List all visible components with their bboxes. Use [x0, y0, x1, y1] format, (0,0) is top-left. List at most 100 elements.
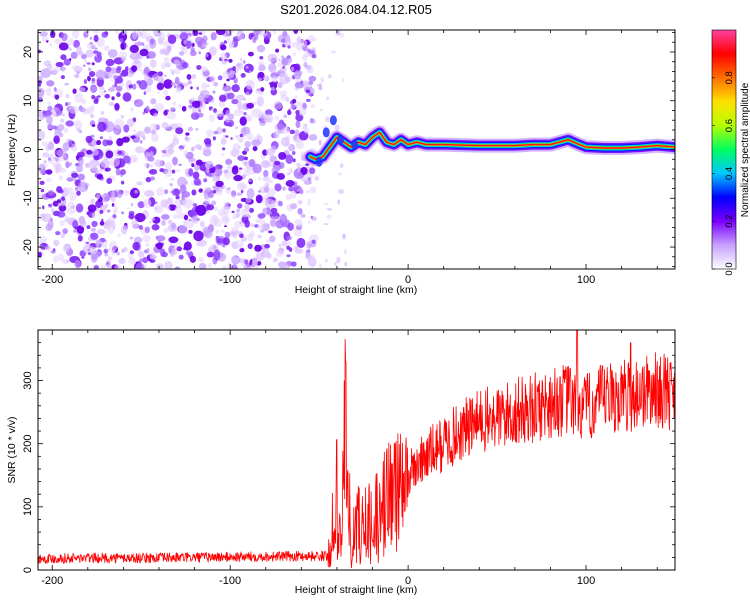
- noise-speckle: [274, 116, 279, 120]
- onset-blob: [315, 156, 323, 167]
- noise-speckle: [155, 159, 163, 168]
- noise-speckle: [188, 104, 193, 109]
- noise-speckle: [263, 75, 269, 81]
- noise-speckle: [327, 74, 332, 79]
- noise-speckle: [151, 224, 160, 231]
- noise-speckle: [91, 220, 98, 228]
- onset-blob: [351, 139, 359, 150]
- noise-speckle: [166, 205, 171, 211]
- noise-speckle: [233, 174, 243, 182]
- noise-speckle: [294, 248, 304, 254]
- signal-ridge: [303, 115, 675, 167]
- noise-speckle: [344, 261, 347, 267]
- noise-speckle: [275, 48, 280, 53]
- noise-speckle: [178, 224, 187, 235]
- noise-speckle: [96, 140, 102, 146]
- noise-speckle: [89, 105, 95, 111]
- noise-speckle: [123, 247, 128, 253]
- noise-speckle: [281, 38, 286, 44]
- noise-speckle: [91, 139, 98, 146]
- noise-speckle: [115, 85, 123, 92]
- noise-speckle: [85, 49, 94, 58]
- noise-speckle: [296, 188, 302, 192]
- noise-speckle: [143, 91, 147, 95]
- noise-speckle: [230, 137, 233, 140]
- noise-speckle: [247, 243, 253, 250]
- noise-speckle: [71, 172, 79, 179]
- colorbar-tick-label: 0.4: [724, 167, 735, 180]
- noise-speckle: [77, 234, 83, 242]
- noise-speckle: [89, 246, 98, 255]
- noise-speckle: [225, 158, 233, 166]
- noise-speckle: [69, 192, 77, 201]
- noise-speckle: [145, 242, 150, 247]
- noise-speckle: [164, 261, 173, 269]
- noise-speckle: [226, 187, 231, 191]
- noise-speckle: [178, 254, 184, 260]
- noise-speckle: [300, 167, 308, 175]
- noise-speckle: [144, 226, 151, 234]
- noise-speckle: [215, 229, 219, 234]
- noise-speckle: [153, 169, 157, 173]
- noise-speckle: [248, 179, 252, 183]
- noise-speckle: [277, 62, 283, 68]
- noise-speckle: [179, 32, 189, 41]
- noise-speckle: [342, 233, 346, 240]
- noise-speckle: [144, 189, 155, 198]
- noise-speckle: [65, 138, 70, 143]
- noise-speckle: [290, 189, 297, 199]
- noise-speckle: [209, 163, 214, 169]
- noise-speckle: [38, 87, 45, 97]
- noise-speckle: [73, 73, 76, 77]
- noise-speckle: [38, 193, 42, 198]
- noise-speckle: [44, 245, 51, 251]
- noise-speckle: [295, 87, 299, 91]
- noise-speckle: [246, 233, 254, 242]
- noise-speckle: [170, 222, 177, 230]
- noise-speckle: [325, 258, 328, 263]
- noise-speckle: [227, 262, 232, 269]
- noise-speckle: [46, 80, 55, 87]
- noise-speckle: [265, 239, 271, 243]
- noise-speckle: [95, 69, 107, 80]
- noise-speckle: [111, 96, 115, 101]
- noise-speckle: [96, 173, 104, 180]
- noise-speckle: [305, 163, 310, 166]
- noise-speckle: [100, 264, 106, 269]
- noise-speckle: [305, 190, 310, 194]
- noise-speckle: [191, 189, 197, 196]
- noise-speckle: [68, 162, 73, 166]
- noise-speckle: [48, 140, 54, 147]
- noise-speckle: [114, 102, 120, 111]
- noise-speckle: [212, 215, 219, 224]
- noise-speckle: [139, 140, 143, 144]
- noise-speckle: [172, 134, 177, 139]
- noise-speckle: [215, 180, 224, 187]
- noise-speckle: [138, 225, 144, 230]
- noise-speckle: [309, 167, 316, 175]
- noise-speckle: [198, 262, 207, 269]
- noise-speckle: [221, 147, 226, 151]
- noise-speckle: [214, 110, 224, 117]
- noise-speckle: [222, 85, 232, 92]
- y-tick-label: 10: [22, 95, 34, 107]
- noise-speckle: [128, 213, 135, 220]
- onset-blob: [336, 134, 344, 145]
- noise-speckle: [200, 220, 205, 228]
- noise-speckle: [156, 90, 161, 94]
- noise-speckle: [290, 66, 295, 72]
- noise-speckle: [136, 181, 143, 186]
- noise-speckle: [99, 86, 105, 91]
- noise-speckle: [287, 45, 291, 49]
- noise-speckle: [226, 78, 230, 82]
- noise-speckle: [293, 30, 299, 34]
- noise-speckle: [90, 85, 97, 93]
- noise-speckle: [93, 98, 99, 104]
- noise-speckle: [105, 150, 114, 159]
- noise-speckle: [139, 249, 144, 256]
- noise-speckle: [92, 50, 99, 54]
- noise-speckle: [252, 163, 262, 174]
- noise-speckle: [191, 215, 200, 224]
- noise-speckle: [265, 148, 275, 156]
- noise-speckle: [50, 250, 56, 254]
